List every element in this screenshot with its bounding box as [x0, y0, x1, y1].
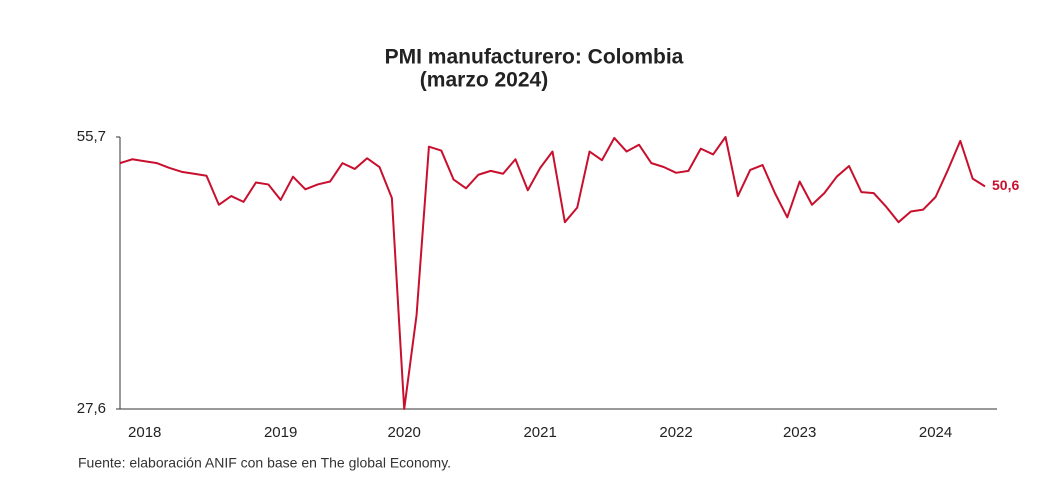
data-line: [119, 136, 986, 410]
x-tick-label: 2024: [919, 424, 952, 441]
chart-title: PMI manufacturero: Colombia: [385, 46, 684, 69]
source-note: Fuente: elaboración ANIF con base en The…: [78, 455, 451, 471]
value-label: 50,6: [992, 177, 1019, 193]
x-tick-label: 2020: [388, 424, 421, 441]
chart-subtitle: (marzo 2024): [420, 69, 548, 92]
x-tick-label: 2018: [128, 424, 161, 441]
x-tick-label: 2022: [659, 424, 692, 441]
x-tick-label: 2023: [783, 424, 816, 441]
y-tick-label: 27,6: [77, 400, 106, 417]
x-tick-label: 2021: [523, 424, 556, 441]
x-tick-label: 2019: [264, 424, 297, 441]
y-tick-label: 55,7: [77, 128, 106, 145]
